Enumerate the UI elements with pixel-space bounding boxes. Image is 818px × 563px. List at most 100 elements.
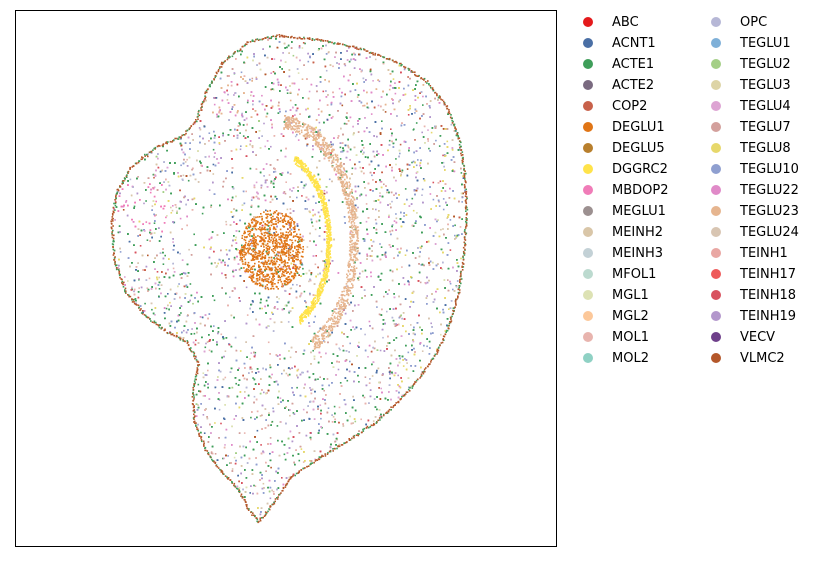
scatter-point (414, 139, 416, 141)
scatter-point (145, 221, 148, 223)
scatter-point (252, 108, 254, 110)
scatter-point (289, 414, 291, 417)
scatter-point (358, 381, 360, 383)
scatter-point (210, 204, 213, 207)
scatter-point (138, 287, 140, 289)
scatter-point (312, 349, 314, 352)
scatter-point (233, 418, 236, 420)
scatter-point (250, 416, 252, 419)
scatter-point (442, 161, 445, 164)
scatter-point (251, 77, 254, 80)
scatter-point (286, 208, 289, 211)
scatter-point (338, 347, 340, 350)
scatter-point (314, 315, 316, 318)
scatter-point (193, 332, 196, 335)
scatter-point (179, 217, 182, 220)
scatter-point (284, 192, 287, 195)
scatter-point (442, 228, 444, 230)
scatter-point (271, 420, 274, 423)
scatter-point (227, 455, 229, 457)
scatter-point (397, 374, 399, 377)
scatter-point (240, 145, 242, 147)
scatter-point (438, 205, 441, 207)
scatter-point (412, 129, 415, 131)
scatter-point (399, 143, 402, 146)
scatter-point (273, 58, 276, 60)
scatter-point (461, 201, 463, 203)
scatter-point (250, 352, 253, 354)
scatter-point (422, 104, 424, 106)
scatter-point (204, 346, 207, 349)
scatter-point (382, 336, 384, 339)
scatter-point (312, 225, 314, 227)
scatter-point (332, 416, 335, 418)
scatter-point (265, 470, 267, 472)
scatter-point (289, 356, 292, 359)
scatter-point (356, 96, 359, 98)
scatter-point (442, 154, 444, 157)
scatter-point (127, 280, 129, 282)
scatter-point (429, 193, 432, 195)
scatter-point (345, 285, 348, 287)
scatter-point (296, 386, 298, 389)
scatter-point (310, 438, 312, 441)
scatter-point (281, 477, 283, 479)
scatter-point (193, 233, 195, 236)
scatter-point (184, 161, 187, 163)
scatter-point (170, 212, 173, 214)
scatter-point (255, 76, 258, 79)
scatter-point (146, 239, 149, 241)
scatter-point (365, 203, 368, 205)
scatter-point (449, 219, 452, 221)
scatter-point (294, 135, 297, 138)
scatter-point (246, 101, 249, 104)
scatter-point (208, 132, 211, 134)
scatter-point (441, 268, 443, 270)
scatter-point (377, 104, 380, 107)
scatter-point (414, 112, 416, 114)
scatter-point (430, 131, 433, 134)
scatter-point (253, 484, 255, 487)
scatter-point (314, 263, 317, 266)
scatter-point (432, 198, 435, 201)
scatter-point (272, 407, 274, 410)
scatter-point (212, 148, 215, 151)
scatter-point (415, 122, 418, 124)
scatter-point (314, 139, 316, 141)
scatter-point (153, 222, 156, 224)
scatter-point (283, 453, 286, 456)
scatter-point (339, 348, 341, 351)
scatter-plot (110, 34, 469, 524)
scatter-point (154, 314, 156, 316)
scatter-point (266, 179, 268, 181)
scatter-point (245, 190, 247, 193)
scatter-point (449, 249, 452, 251)
scatter-point (383, 183, 385, 186)
scatter-point (131, 286, 133, 289)
scatter-point (328, 178, 331, 181)
scatter-point (241, 244, 243, 247)
scatter-point (208, 349, 211, 352)
scatter-point (188, 248, 190, 251)
scatter-point (384, 111, 387, 113)
scatter-point (291, 190, 293, 192)
scatter-point (172, 267, 175, 270)
scatter-point (251, 146, 254, 149)
scatter-point (328, 51, 330, 53)
scatter-point (199, 316, 202, 318)
scatter-point (422, 178, 425, 180)
scatter-point (304, 42, 306, 45)
scatter-point (296, 284, 298, 286)
scatter-point (445, 154, 447, 157)
scatter-point (404, 358, 406, 360)
scatter-point (260, 187, 263, 189)
scatter-point (212, 163, 215, 166)
scatter-point (357, 206, 359, 209)
scatter-point (158, 276, 160, 279)
scatter-point (177, 336, 180, 339)
scatter-point (363, 147, 365, 149)
scatter-point (232, 215, 235, 217)
scatter-point (314, 458, 316, 461)
scatter-point (341, 104, 344, 107)
scatter-point (259, 307, 261, 310)
